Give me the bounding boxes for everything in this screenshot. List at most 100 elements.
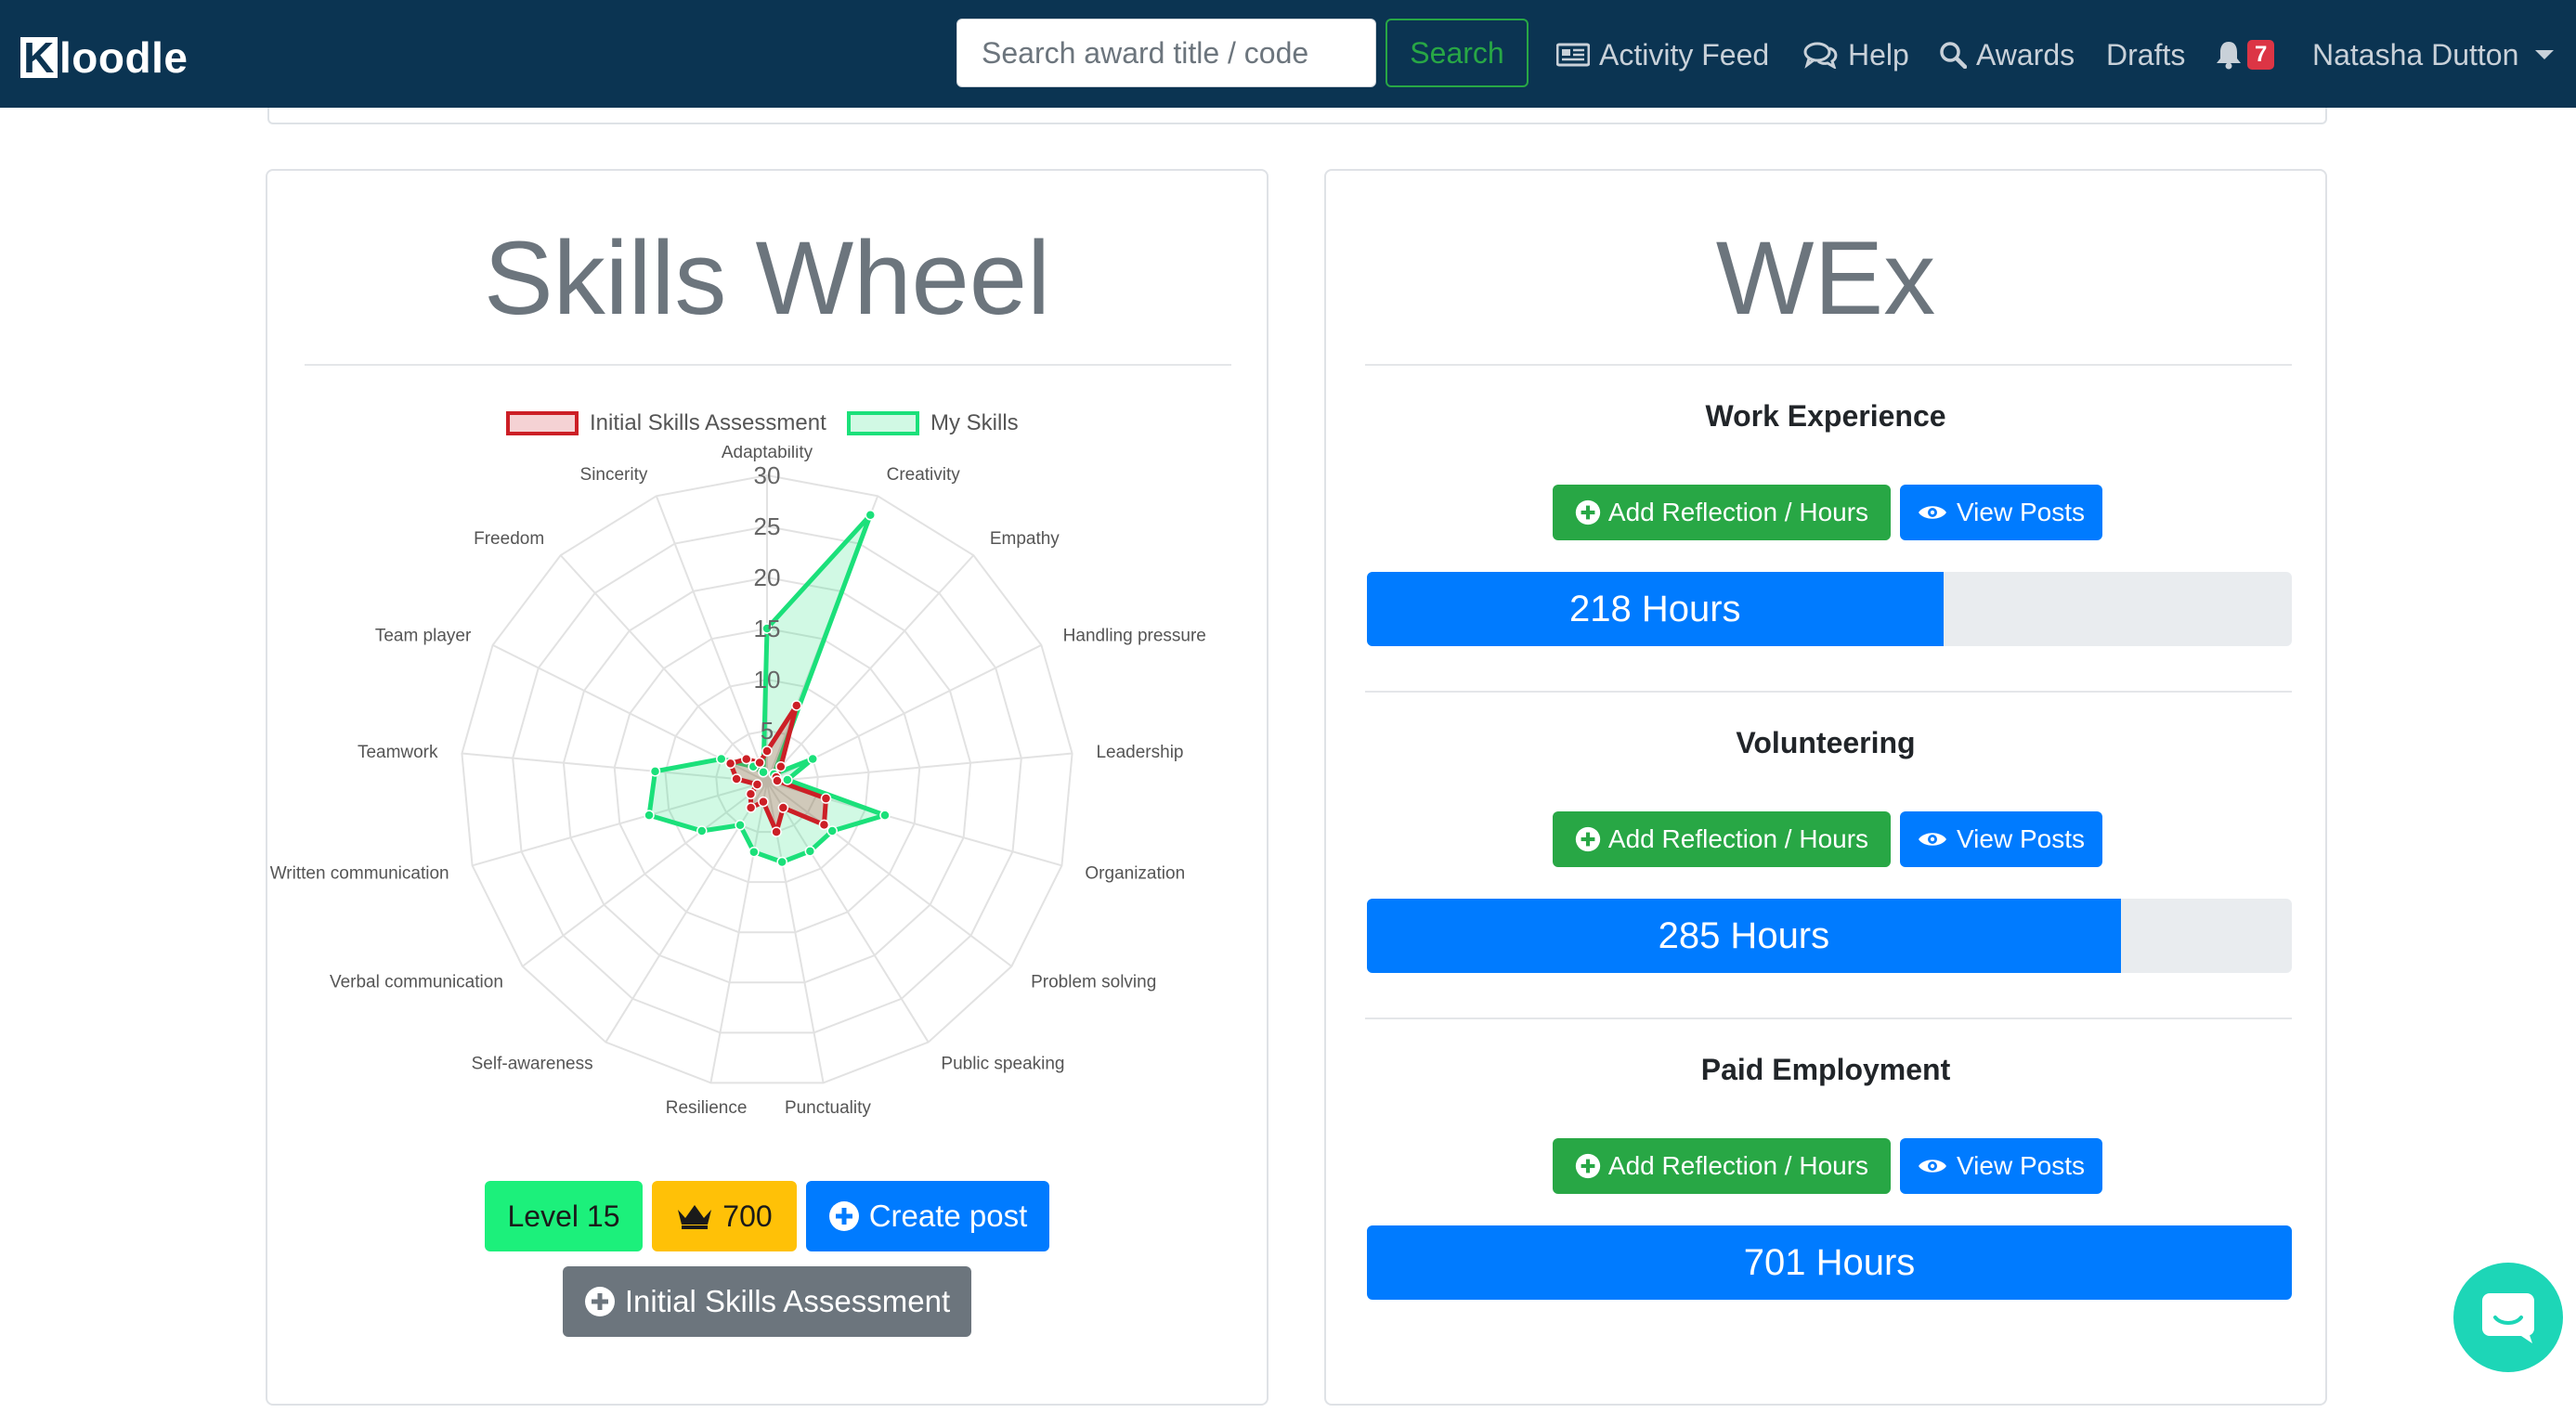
- radar-category-label: Written communication: [270, 863, 449, 883]
- bell-icon: [2217, 42, 2241, 70]
- radar-category-label: Leadership: [1096, 743, 1183, 762]
- legend-initial-skills[interactable]: Initial Skills Assessment: [506, 405, 826, 442]
- eye-icon: [1919, 506, 1946, 519]
- crown-icon: [678, 1205, 712, 1229]
- radar-grid-ring: [512, 525, 1022, 1034]
- nav-drafts[interactable]: Drafts: [2106, 32, 2185, 78]
- chat-icon: [2482, 1293, 2534, 1343]
- eye-icon: [1919, 1160, 1946, 1173]
- radar-spoke: [766, 781, 1012, 967]
- legend-my-skills[interactable]: My Skills: [847, 405, 1019, 442]
- divider: [305, 364, 1231, 366]
- search-icon: [1940, 42, 1967, 69]
- add-reflection-label: Add Reflection / Hours: [1607, 824, 1869, 853]
- user-menu[interactable]: Natasha Dutton: [2312, 32, 2555, 78]
- legend-swatch-initial: [506, 411, 579, 435]
- logo-text: loodle: [59, 33, 189, 82]
- radar-point: [748, 846, 760, 858]
- volunteering-progress: 285 Hours: [1367, 899, 2292, 973]
- radar-point: [865, 510, 877, 521]
- paid-employment-progress: 701 Hours: [1367, 1225, 2292, 1300]
- legend-swatch-my-skills: [847, 411, 919, 435]
- radar-point: [644, 810, 655, 821]
- radar-point: [696, 825, 708, 836]
- nav-awards[interactable]: Awards: [1939, 32, 2075, 78]
- radar-category-label: Handling pressure: [1063, 626, 1206, 645]
- points-badge: 700: [652, 1181, 797, 1251]
- radar-spoke: [766, 752, 1073, 783]
- work-experience-add-reflection-button[interactable]: Add Reflection / Hours: [1553, 485, 1891, 540]
- nav-activity-feed[interactable]: Activity Feed: [1556, 32, 1769, 78]
- logo-k: K: [20, 36, 58, 79]
- radar-point: [758, 796, 769, 808]
- create-post-button[interactable]: Create post: [806, 1181, 1049, 1251]
- search-input[interactable]: [956, 19, 1376, 87]
- nav-help-label: Help: [1848, 37, 1909, 71]
- radar-spoke: [766, 554, 975, 783]
- nav-activity-feed-label: Activity Feed: [1599, 37, 1770, 71]
- radar-point: [724, 758, 736, 770]
- radar-point: [761, 745, 773, 757]
- volunteering-add-reflection-button[interactable]: Add Reflection / Hours: [1553, 811, 1891, 867]
- radar-point: [754, 757, 765, 769]
- radar-tick-label: 20: [754, 564, 781, 591]
- radar-category-label: Team player: [375, 626, 472, 645]
- work-experience-view-posts-button[interactable]: View Posts: [1900, 485, 2102, 540]
- initial-skills-assessment-button[interactable]: Initial Skills Assessment: [563, 1266, 971, 1337]
- volunteering-title: Volunteering: [1736, 726, 1916, 759]
- initial-skills-assessment-label: Initial Skills Assessment: [624, 1284, 951, 1318]
- radar-category-label: Punctuality: [785, 1098, 871, 1118]
- plus-circle-icon: [1575, 1153, 1601, 1179]
- paid-employment-title: Paid Employment: [1700, 1053, 1951, 1086]
- nav-drafts-label: Drafts: [2106, 37, 2186, 71]
- divider: [1365, 364, 2292, 366]
- nav-help[interactable]: Help: [1803, 32, 1909, 78]
- search-button[interactable]: Search: [1386, 19, 1529, 87]
- radar-point: [826, 825, 838, 836]
- view-posts-label: View Posts: [1957, 1151, 2085, 1180]
- plus-circle-icon: [1575, 826, 1601, 852]
- chat-launcher-button[interactable]: [2453, 1263, 2563, 1372]
- volunteering-view-posts-button[interactable]: View Posts: [1900, 811, 2102, 867]
- radar-spoke: [655, 495, 768, 783]
- radar-tick-label: 10: [754, 666, 781, 694]
- work-experience-title: Work Experience: [1705, 399, 1946, 433]
- volunteering-progress-bar: 285 Hours: [1367, 899, 2121, 973]
- plus-circle-icon: [1575, 499, 1601, 525]
- radar-point: [776, 856, 787, 868]
- radar-point: [782, 774, 793, 785]
- radar-spoke: [522, 781, 768, 967]
- add-reflection-label: Add Reflection / Hours: [1607, 498, 1869, 526]
- radar-category-label: Organization: [1085, 863, 1185, 883]
- radar-grid-ring: [613, 627, 921, 934]
- paid-employment-add-reflection-button[interactable]: Add Reflection / Hours: [1553, 1138, 1891, 1194]
- add-reflection-label: Add Reflection / Hours: [1607, 1151, 1869, 1180]
- radar-category-label: Adaptability: [722, 446, 813, 462]
- radar-spoke: [709, 781, 768, 1083]
- radar-point: [879, 810, 891, 821]
- newspaper-icon: [1556, 43, 1590, 67]
- radar-category-label: Resilience: [666, 1098, 748, 1118]
- plus-circle-icon: [828, 1201, 859, 1231]
- radar-tick-label: 30: [754, 461, 781, 489]
- radar-spoke: [462, 752, 768, 783]
- notifications-button[interactable]: 7: [2216, 32, 2275, 78]
- radar-point: [772, 775, 783, 786]
- view-posts-label: View Posts: [1957, 498, 2085, 526]
- radar-point: [751, 779, 763, 790]
- level-label: Level 15: [507, 1199, 620, 1233]
- radar-tick-label: 25: [754, 512, 781, 540]
- radar-point: [649, 766, 661, 777]
- radar-spoke: [766, 781, 930, 1044]
- radar-category-label: Empathy: [990, 529, 1060, 549]
- radar-point: [745, 788, 757, 800]
- legend-my-skills-label: My Skills: [930, 410, 1019, 435]
- paid-employment-view-posts-button[interactable]: View Posts: [1900, 1138, 2102, 1194]
- radar-category-label: Self-awareness: [472, 1055, 593, 1074]
- view-posts-label: View Posts: [1957, 824, 2085, 853]
- radar-point: [771, 826, 782, 837]
- radar-spoke: [472, 781, 768, 867]
